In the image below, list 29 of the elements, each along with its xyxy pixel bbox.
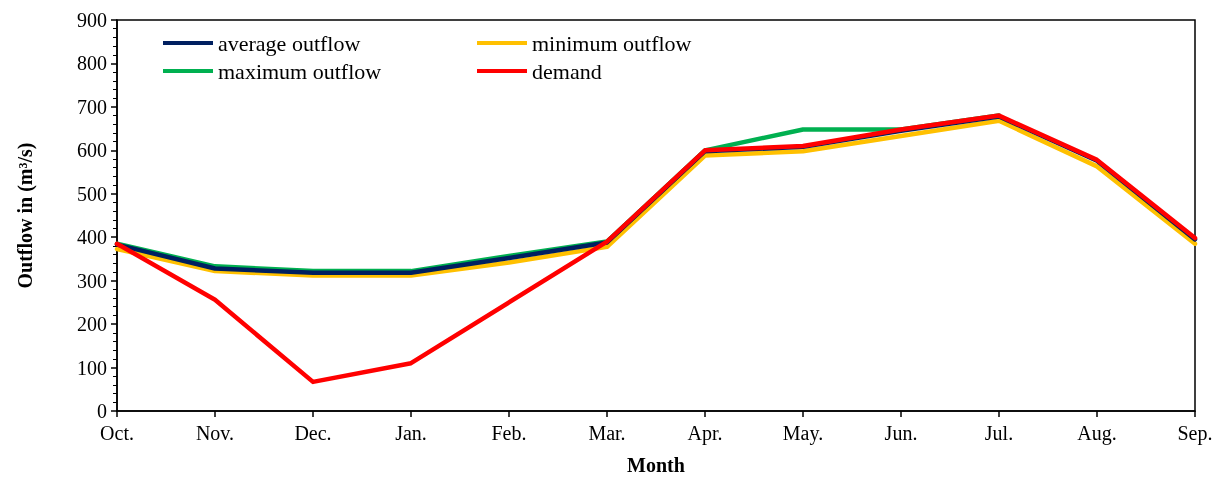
x-tick-label: Sep. <box>1177 422 1213 445</box>
x-tick-label: Jan. <box>395 422 427 444</box>
y-tick-label: 600 <box>77 139 107 162</box>
x-tick-label: Aug. <box>1077 422 1117 445</box>
x-tick-label: Oct. <box>100 422 134 444</box>
x-tick-label: Feb. <box>491 422 527 444</box>
x-tick-label: May. <box>782 422 824 445</box>
x-tick-label: Jun. <box>884 422 918 444</box>
y-tick-label: 700 <box>77 95 107 118</box>
legend-label: minimum outflow <box>532 30 692 56</box>
line-series <box>114 113 1198 385</box>
y-tick-label: 200 <box>77 313 107 336</box>
x-tick-label: Mar. <box>588 422 626 444</box>
x-axis-title: Month <box>627 454 685 476</box>
y-tick-label: 300 <box>77 269 107 292</box>
y-tick-label: 100 <box>77 356 107 379</box>
y-tick-label: 500 <box>77 182 107 205</box>
x-tick-label: Jul. <box>984 422 1014 444</box>
legend-label: maximum outflow <box>218 58 382 84</box>
x-tick-label: Apr. <box>687 422 723 445</box>
x-tick-label: Dec. <box>294 422 332 444</box>
y-tick-label: 900 <box>77 9 107 31</box>
y-tick-label: 400 <box>77 226 107 249</box>
x-tick-label: Nov. <box>195 422 235 444</box>
y-tick-label: 800 <box>77 52 107 75</box>
legend-label: average outflow <box>218 30 361 56</box>
y-tick-label: 0 <box>97 400 107 422</box>
y-axis-title: Outflow in (m³/s) <box>14 142 37 289</box>
legend-label: demand <box>532 58 602 84</box>
